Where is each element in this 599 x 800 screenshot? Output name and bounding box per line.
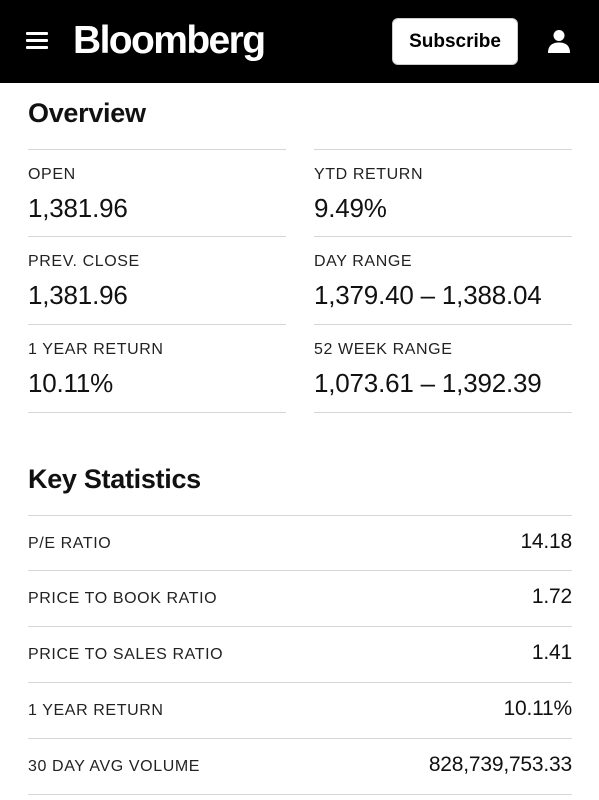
overview-value: 10.11%: [28, 368, 114, 398]
key-statistics-title: Key Statistics: [28, 464, 201, 494]
overview-title: Overview: [28, 98, 146, 128]
divider: [28, 412, 286, 413]
stat-value: 10.11%: [503, 697, 573, 720]
stat-row-30-day-avg-volume: 30 DAY AVG VOLUME 828,739,753.33: [28, 738, 572, 794]
overview-label: OPEN: [28, 166, 76, 183]
stat-label: P/E RATIO: [28, 535, 112, 552]
overview-label: YTD RETURN: [314, 166, 424, 183]
overview-cell-52-week-range: 52 WEEK RANGE 1,073.61 – 1,392.39: [314, 324, 572, 412]
overview-label: PREV. CLOSE: [28, 253, 140, 270]
overview-value: 1,073.61 – 1,392.39: [314, 368, 542, 398]
divider: [28, 794, 572, 795]
stat-row-pe-ratio: P/E RATIO 14.18: [28, 515, 572, 571]
overview-cell-open: OPEN 1,381.96: [28, 149, 286, 237]
stat-row-1-year-return: 1 YEAR RETURN 10.11%: [28, 682, 572, 738]
stat-label: 30 DAY AVG VOLUME: [28, 758, 201, 775]
overview-cell-prev-close: PREV. CLOSE 1,381.96: [28, 236, 286, 324]
overview-cell-day-range: DAY RANGE 1,379.40 – 1,388.04: [314, 236, 572, 324]
bloomberg-logo[interactable]: Bloomberg: [73, 19, 266, 62]
stat-value: 828,739,753.33: [428, 753, 572, 776]
top-bar: Bloomberg Subscribe: [0, 0, 599, 83]
overview-label: DAY RANGE: [314, 253, 413, 270]
overview-label: 1 YEAR RETURN: [28, 341, 164, 358]
stat-row-price-to-sales: PRICE TO SALES RATIO 1.41: [28, 626, 572, 682]
subscribe-button[interactable]: Subscribe: [392, 18, 518, 65]
overview-value: 1,379.40 – 1,388.04: [314, 280, 542, 310]
stat-value: 1.41: [531, 641, 572, 664]
divider: [314, 412, 572, 413]
overview-label: 52 WEEK RANGE: [314, 341, 453, 358]
stat-value: 14.18: [520, 530, 572, 553]
overview-value: 1,381.96: [28, 280, 128, 310]
overview-value: 9.49%: [314, 193, 387, 223]
stat-label: 1 YEAR RETURN: [28, 702, 164, 719]
user-icon[interactable]: [546, 28, 572, 54]
overview-value: 1,381.96: [28, 193, 128, 223]
overview-cell-1-year-return: 1 YEAR RETURN 10.11%: [28, 324, 286, 412]
stat-row-price-to-book: PRICE TO BOOK RATIO 1.72: [28, 570, 572, 626]
stat-label: PRICE TO SALES RATIO: [28, 646, 224, 663]
stat-value: 1.72: [531, 585, 572, 608]
stat-label: PRICE TO BOOK RATIO: [28, 590, 218, 607]
hamburger-menu-icon[interactable]: [26, 32, 48, 50]
overview-cell-ytd-return: YTD RETURN 9.49%: [314, 149, 572, 237]
